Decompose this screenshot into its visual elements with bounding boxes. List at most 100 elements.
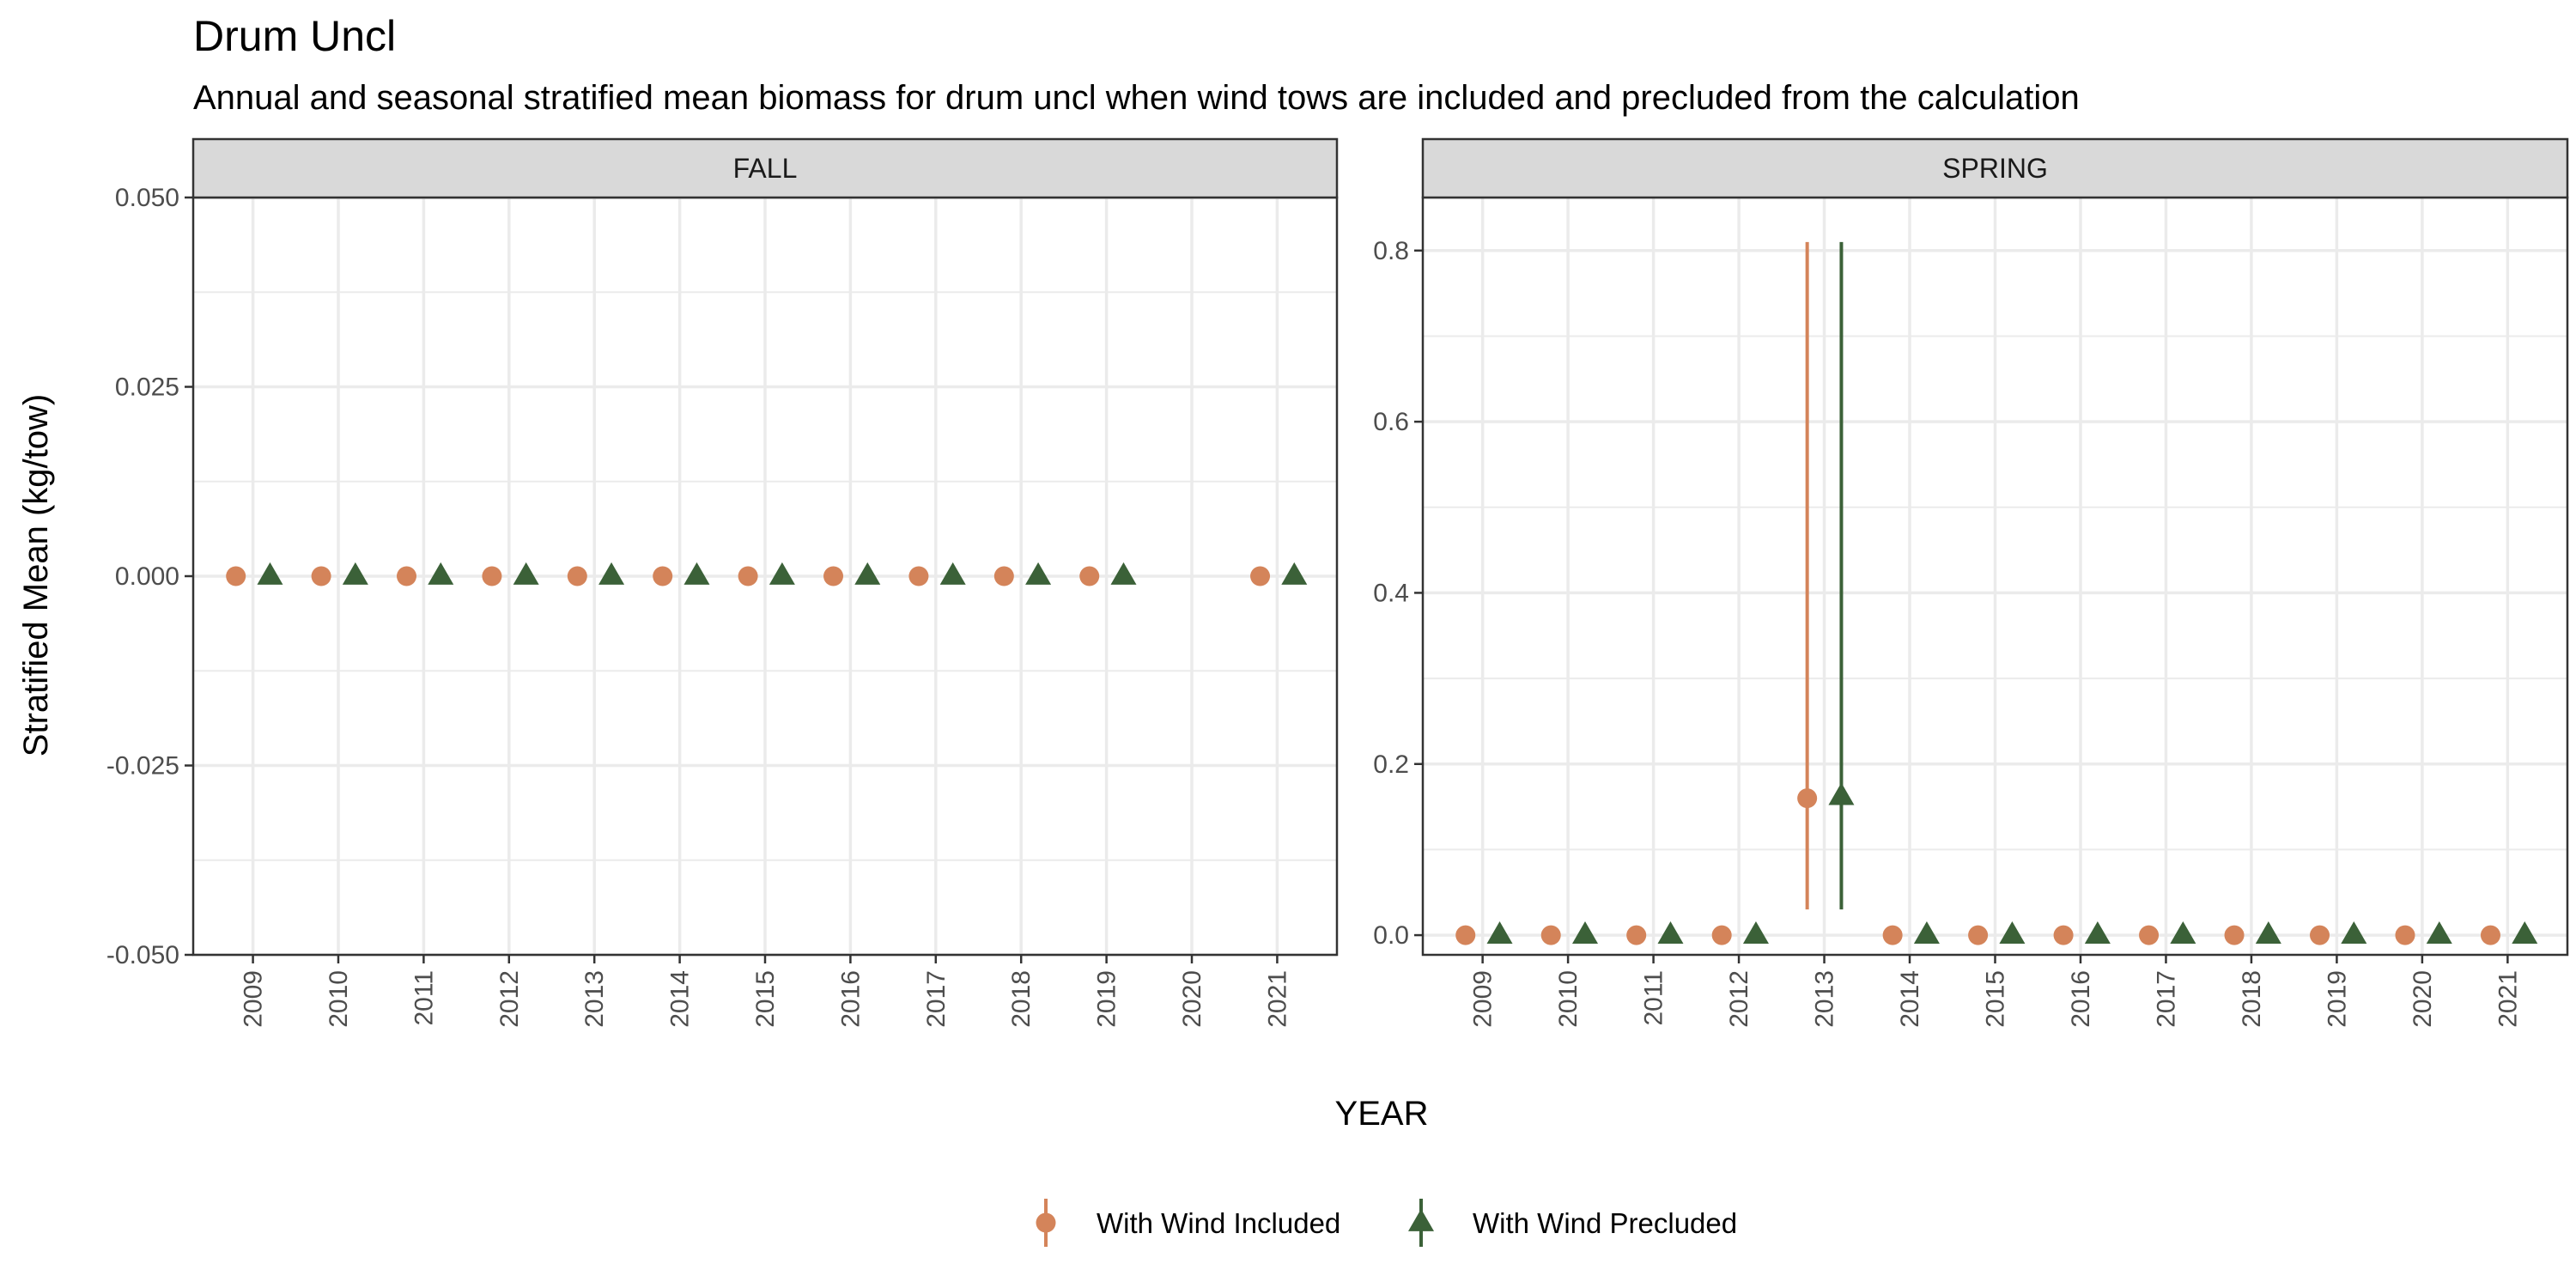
strip-background (191, 137, 1339, 199)
data-point-circle (567, 566, 587, 586)
data-point-triangle (1486, 920, 1513, 944)
data-point-circle (1797, 788, 1818, 809)
data-point-triangle (2341, 920, 2367, 944)
data-point-triangle (257, 562, 283, 585)
strip-background (1421, 137, 2569, 199)
data-point-triangle (1110, 562, 1137, 585)
data-point-triangle (1999, 920, 2026, 944)
legend-label: With Wind Precluded (1473, 1207, 1737, 1239)
y-tick-label: 0.000 (115, 562, 179, 591)
data-point-triangle (598, 562, 625, 585)
x-tick-label: 2018 (2238, 970, 2266, 1028)
x-tick-label: 2019 (2323, 970, 2351, 1028)
strip-label: FALL (733, 153, 798, 184)
y-tick-label: -0.025 (106, 752, 179, 781)
data-point-triangle (2170, 920, 2196, 944)
y-tick-label: 0.025 (115, 374, 179, 402)
chart-title: Drum Uncl (193, 12, 397, 60)
data-point-circle (397, 566, 417, 586)
x-tick-label: 2012 (1725, 970, 1753, 1028)
legend-key-circle (1036, 1212, 1056, 1233)
y-tick-label: 0.6 (1373, 408, 1409, 436)
x-tick-label: 2017 (2152, 970, 2180, 1028)
data-point-circle (1250, 566, 1271, 586)
y-tick-label: -0.050 (106, 941, 179, 969)
series-with-wind-precluded (257, 562, 1308, 585)
data-point-circle (993, 566, 1014, 586)
x-tick-label: 2016 (2067, 970, 2095, 1028)
y-tick-label: 0.2 (1373, 750, 1409, 779)
data-point-circle (1079, 566, 1100, 586)
y-axis-title: Stratified Mean (kg/tow) (17, 394, 55, 756)
x-tick-label: 2009 (240, 970, 268, 1028)
data-point-circle (482, 566, 502, 586)
data-point-circle (908, 566, 929, 586)
data-point-triangle (342, 562, 368, 585)
x-tick-label: 2011 (1640, 970, 1668, 1026)
data-point-circle (1711, 925, 1732, 945)
data-point-circle (2480, 925, 2500, 945)
data-point-triangle (854, 562, 881, 585)
chart-subtitle: Annual and seasonal stratified mean biom… (193, 79, 2080, 117)
x-axis-title: YEAR (1335, 1095, 1429, 1133)
strip-label: SPRING (1942, 153, 2048, 184)
data-point-circle (226, 566, 246, 586)
data-point-triangle (1913, 920, 1940, 944)
data-point-circle (1968, 925, 1989, 945)
y-tick-label: 0.0 (1373, 921, 1409, 950)
data-point-circle (2395, 925, 2415, 945)
x-tick-label: 2015 (751, 970, 780, 1028)
data-point-triangle (1657, 920, 1684, 944)
x-tick-label: 2012 (495, 970, 524, 1028)
x-tick-label: 2018 (1007, 970, 1036, 1028)
x-tick-label: 2020 (1178, 970, 1206, 1028)
x-tick-label: 2010 (325, 970, 353, 1028)
x-tick-label: 2021 (2494, 970, 2522, 1028)
data-point-triangle (428, 562, 454, 585)
data-point-triangle (1025, 562, 1052, 585)
x-tick-label: 2013 (1811, 970, 1839, 1028)
data-point-circle (311, 566, 331, 586)
data-point-circle (2310, 925, 2330, 945)
panels: 0.050 0.025 0.000 -0.025 -0.050 2009 2010 2011 2… (106, 137, 2569, 1028)
x-tick-label: 2020 (2409, 970, 2437, 1028)
series-with-wind-precluded (1486, 241, 2538, 944)
x-tick-label: 2014 (1896, 970, 1924, 1028)
panel-fall: 0.050 0.025 0.000 -0.025 -0.050 2009 2010 2011 2… (106, 137, 1339, 1028)
data-point-circle (1882, 925, 1903, 945)
data-point-triangle (2426, 920, 2452, 944)
legend: With Wind Included With Wind Precluded (1036, 1199, 1737, 1247)
data-point-triangle (939, 562, 966, 585)
x-tick-label: 2011 (410, 970, 438, 1026)
data-point-circle (2139, 925, 2160, 945)
data-point-triangle (1742, 920, 1769, 944)
legend-item: With Wind Precluded (1408, 1199, 1737, 1247)
data-point-circle (2053, 925, 2074, 945)
data-point-circle (2224, 925, 2245, 945)
x-tick-label: 2013 (580, 970, 609, 1028)
data-point-triangle (1281, 562, 1308, 585)
data-point-triangle (769, 562, 795, 585)
y-tick-label: 0.8 (1373, 237, 1409, 265)
data-point-triangle (683, 562, 710, 585)
series-with-wind-included (1455, 241, 2500, 945)
x-tick-label: 2009 (1469, 970, 1498, 1028)
legend-label: With Wind Included (1097, 1207, 1340, 1239)
x-tick-label: 2016 (836, 970, 865, 1028)
data-point-triangle (1572, 920, 1599, 944)
data-point-circle (1626, 925, 1647, 945)
x-tick-label: 2014 (666, 970, 695, 1028)
data-point-circle (738, 566, 758, 586)
data-point-circle (1455, 925, 1476, 945)
x-tick-label: 2019 (1093, 970, 1121, 1028)
legend-key-triangle (1408, 1208, 1434, 1231)
panel-spring: 0.8 0.6 0.4 0.2 0.0 2009 2010 2011 2012 2013 2014 2… (1373, 137, 2569, 1028)
x-tick-label: 2017 (922, 970, 951, 1028)
x-tick-label: 2021 (1263, 970, 1291, 1028)
y-tick-label: 0.050 (115, 184, 179, 212)
data-point-triangle (2512, 920, 2538, 944)
data-point-triangle (1828, 782, 1855, 805)
legend-item: With Wind Included (1036, 1199, 1340, 1247)
data-point-circle (653, 566, 673, 586)
